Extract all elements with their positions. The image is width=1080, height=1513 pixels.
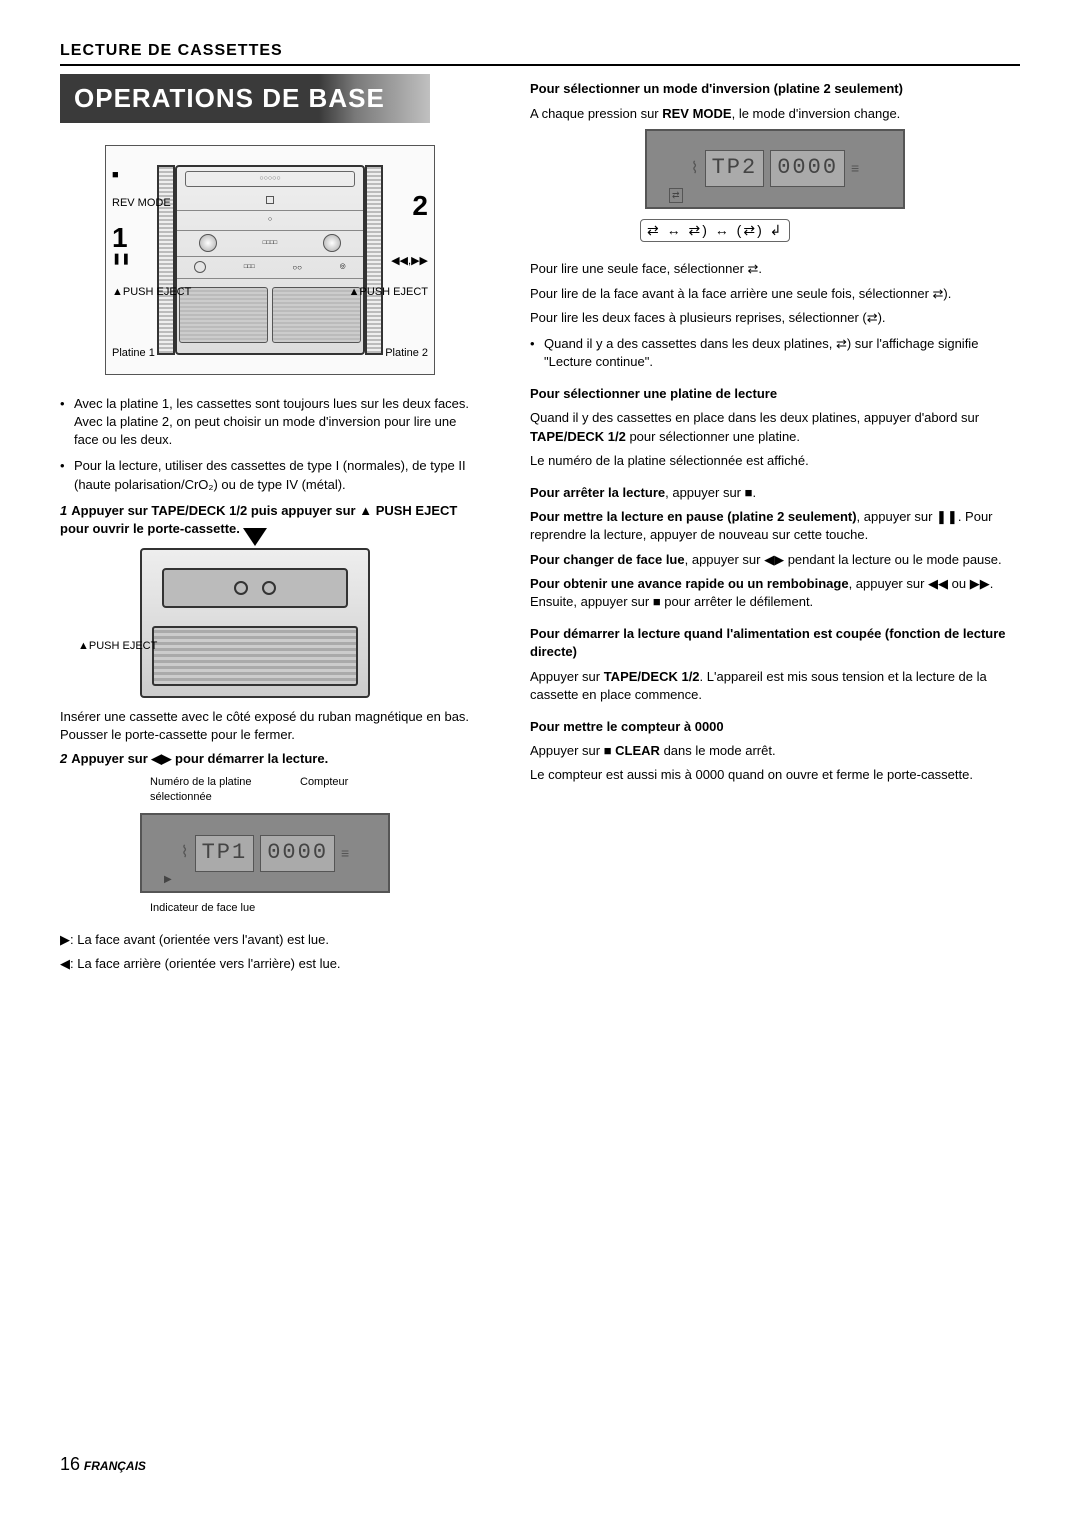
deck-push-eject-label: ▲PUSH EJECT bbox=[78, 640, 157, 652]
page-footer: 16 FRANÇAIS bbox=[60, 1452, 146, 1477]
bullet-text: Avec la platine 1, les cassettes sont to… bbox=[74, 396, 469, 411]
page-number: 16 bbox=[60, 1454, 80, 1474]
step1-after: Insérer une cassette avec le côté exposé… bbox=[60, 708, 480, 744]
direct-play-heading: Pour démarrer la lecture quand l'aliment… bbox=[530, 625, 1020, 661]
main-stereo-diagram: ○○○○○ ○ □□□□ □□□○○◎ ■ REV MODE 1 ❚❚ ▲PUS… bbox=[105, 145, 435, 375]
footer-lang: FRANÇAIS bbox=[84, 1459, 146, 1473]
ff-label: Pour obtenir une avance rapide ou un rem… bbox=[530, 576, 849, 591]
counter-reset-p1: Appuyer sur ■ CLEAR dans le mode arrêt. bbox=[530, 742, 1020, 760]
bullet-item: Avec la platine 1, les cassettes sont to… bbox=[60, 395, 480, 450]
section-header: LECTURE DE CASSETTES bbox=[60, 40, 1020, 66]
side-instruction: Pour changer de face lue, appuyer sur ◀▶… bbox=[530, 551, 1020, 569]
bullet-item: Pour la lecture, utiliser des cassettes … bbox=[60, 457, 480, 493]
pause-label: Pour mettre la lecture en pause (platine… bbox=[530, 509, 857, 524]
side-label: Pour changer de face lue bbox=[530, 552, 685, 567]
lcd-tp2: TP2 bbox=[705, 150, 765, 187]
step2-text: Appuyer sur ◀▶ pour démarrer la lecture. bbox=[71, 751, 328, 766]
reverse-mode-heading: Pour sélectionner un mode d'inversion (p… bbox=[530, 80, 1020, 98]
speaker-right-icon bbox=[365, 165, 383, 355]
lcd-counter: 0000 bbox=[260, 835, 335, 872]
lcd-display-tp1: ⌇ TP1 0000 ≡ ▶ bbox=[140, 813, 390, 893]
select-deck-p1: Quand il y des cassettes en place dans l… bbox=[530, 409, 1020, 445]
stop-callout: ■ bbox=[112, 168, 119, 183]
step-1-heading: 1Appuyer sur TAPE/DECK 1/2 puis appuyer … bbox=[60, 502, 480, 538]
two-column-layout: OPERATIONS DE BASE ○○○○○ ○ □□□□ □□□○○◎ ■… bbox=[60, 74, 1020, 979]
arrow-back-text: ◀: La face arrière (orientée vers l'arri… bbox=[60, 956, 341, 971]
callout-2: 2 bbox=[412, 186, 428, 225]
display-labels: Numéro de la platine sélectionnée Compte… bbox=[150, 775, 480, 806]
stop-instruction: Pour arrêter la lecture, appuyer sur ■. bbox=[530, 484, 1020, 502]
arrow-fwd-text: ▶: La face avant (orientée vers l'avant)… bbox=[60, 932, 329, 947]
side-text: , appuyer sur ◀▶ pendant la lecture ou l… bbox=[685, 552, 1002, 567]
counter-reset-heading: Pour mettre le compteur à 0000 bbox=[530, 718, 1020, 736]
counter-reset-p2: Le compteur est aussi mis à 0000 quand o… bbox=[530, 766, 1020, 784]
title-bar: OPERATIONS DE BASE bbox=[60, 74, 430, 122]
lcd-display-tp2: ⌇ TP2 0000 ≡ ⇄ bbox=[645, 129, 905, 209]
mode-repeat: Pour lire les deux faces à plusieurs rep… bbox=[530, 309, 1020, 327]
bullet-text: Avec la platine 2, on peut choisir un mo… bbox=[74, 414, 456, 447]
intro-bullets: Avec la platine 1, les cassettes sont to… bbox=[60, 395, 480, 494]
left-column: OPERATIONS DE BASE ○○○○○ ○ □□□□ □□□○○◎ ■… bbox=[60, 74, 480, 979]
direct-play-text: Appuyer sur TAPE/DECK 1/2. L'appareil es… bbox=[530, 668, 1020, 704]
platine1-callout: Platine 1 bbox=[112, 346, 155, 361]
lcd-tp1: TP1 bbox=[195, 835, 255, 872]
stop-text: , appuyer sur ■. bbox=[665, 485, 756, 500]
stereo-body: ○○○○○ ○ □□□□ □□□○○◎ bbox=[175, 165, 365, 355]
stop-label: Pour arrêter la lecture bbox=[530, 485, 665, 500]
push-eject-left-callout: ▲PUSH EJECT bbox=[112, 286, 191, 298]
ffrew-callout: ◀◀,▶▶ bbox=[391, 254, 428, 269]
lcd-counter2: 0000 bbox=[770, 150, 845, 187]
push-eject-right-callout: ▲PUSH EJECT bbox=[349, 286, 428, 298]
reverse-mode-intro: A chaque pression sur REV MODE, le mode … bbox=[530, 105, 1020, 123]
disp-label-right: Compteur bbox=[300, 775, 348, 806]
indicator-label: Indicateur de face lue bbox=[150, 901, 480, 916]
ff-instruction: Pour obtenir une avance rapide ou un rem… bbox=[530, 575, 1020, 611]
speaker-left-icon bbox=[157, 165, 175, 355]
mode-both-once: Pour lire de la face avant à la face arr… bbox=[530, 285, 1020, 303]
right-column: Pour sélectionner un mode d'inversion (p… bbox=[530, 74, 1020, 979]
deck-insert-diagram: ▲PUSH EJECT bbox=[140, 548, 370, 698]
select-deck-heading: Pour sélectionner une platine de lecture bbox=[530, 385, 1020, 403]
mode-one-side: Pour lire une seule face, sélectionner ⇄… bbox=[530, 260, 1020, 278]
platine2-callout: Platine 2 bbox=[385, 346, 428, 361]
mode-cycle-indicator: ⇄ ↔ ⇄) ↔ (⇄) ↲ bbox=[640, 219, 790, 243]
disp-label-left: Numéro de la platine sélectionnée bbox=[150, 775, 260, 806]
step-2-heading: 2Appuyer sur ◀▶ pour démarrer la lecture… bbox=[60, 750, 480, 768]
pause-instruction: Pour mettre la lecture en pause (platine… bbox=[530, 508, 1020, 544]
arrow-back: ◀: La face arrière (orientée vers l'arri… bbox=[60, 955, 480, 973]
revmode-callout: REV MODE bbox=[112, 196, 171, 211]
select-deck-p2: Le numéro de la platine sélectionnée est… bbox=[530, 452, 1020, 470]
pause-callout: ❚❚ bbox=[112, 252, 130, 267]
arrow-fwd: ▶: La face avant (orientée vers l'avant)… bbox=[60, 931, 480, 949]
arrow-down-icon bbox=[243, 528, 267, 546]
continuous-note: Quand il y a des cassettes dans les deux… bbox=[530, 335, 1020, 371]
